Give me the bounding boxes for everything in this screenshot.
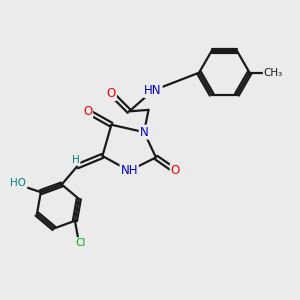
Text: N: N (140, 126, 148, 139)
Text: O: O (171, 164, 180, 177)
Text: Cl: Cl (76, 238, 86, 248)
Text: HO: HO (11, 178, 26, 188)
Text: HN: HN (144, 84, 162, 97)
Text: NH: NH (120, 164, 138, 177)
Text: H: H (72, 155, 80, 165)
Text: CH₃: CH₃ (264, 68, 283, 78)
Text: O: O (107, 87, 116, 100)
Text: O: O (83, 105, 92, 118)
